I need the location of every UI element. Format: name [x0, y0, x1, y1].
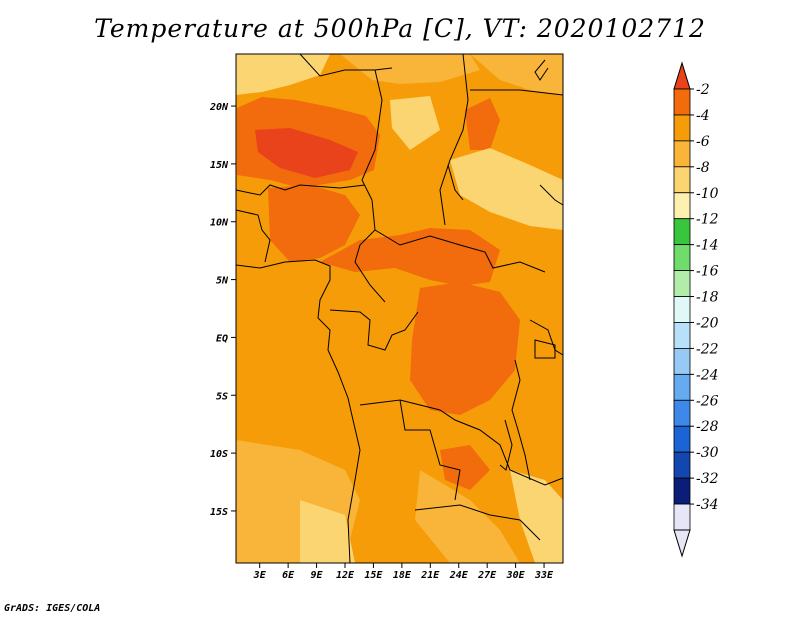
lon-tick-label: 30E: [506, 570, 526, 581]
lon-tick-label: 3E: [253, 570, 267, 581]
lon-tick-label: 9E: [311, 570, 324, 581]
colorbar-label: -2: [696, 82, 710, 98]
colorbar-label: -24: [696, 367, 719, 383]
coastlines-and-borders: [235, 53, 564, 564]
colorbar-segment: [673, 399, 691, 427]
lat-tick-label: 5N: [216, 276, 229, 287]
latitude-labels: 20N 15N 10N 5N EQ 5S 10S 15S: [209, 102, 236, 518]
lat-tick-label: 20N: [209, 102, 229, 113]
colorbar-segment: [673, 192, 691, 220]
cool-field-patches: [236, 54, 563, 563]
lat-tick-label: 10N: [210, 218, 229, 229]
lon-tick-label: 27E: [477, 570, 497, 581]
lon-tick-label: 18E: [393, 570, 412, 581]
colorbar-segment: [673, 425, 691, 453]
lat-tick-label: 10S: [210, 449, 228, 460]
colorbar-segment: [673, 244, 691, 271]
colorbar-bottom-arrow: [673, 529, 691, 558]
colorbar-segment: [673, 477, 691, 505]
colorbar-segment: [673, 322, 691, 349]
colorbar-label: -12: [696, 212, 719, 228]
colorbar-segment: [673, 348, 691, 375]
colorbar-segment: [673, 218, 691, 246]
map-border: [235, 53, 564, 564]
colorbar-label: -18: [696, 290, 719, 306]
lat-tick-label: 15N: [210, 160, 229, 171]
colorbar-segment: [673, 270, 691, 297]
lon-tick-label: 33E: [534, 570, 554, 581]
lon-tick-label: 24E: [449, 570, 469, 581]
colorbar-label: -8: [696, 160, 710, 176]
colorbar-label: -26: [696, 393, 719, 409]
colorbar-label: -6: [696, 134, 710, 150]
longitude-labels: 3E 6E 9E 12E 15E 18E 21E 24E 27E 30E 33E: [253, 563, 554, 581]
colorbar-label: -16: [696, 264, 719, 280]
colorbar-segment: [673, 114, 691, 142]
map-frame: [235, 53, 564, 564]
credit-text: GrADS: IGES/COLA: [4, 603, 101, 614]
colorbar-label: -4: [696, 108, 710, 124]
colorbar-segment: [673, 140, 691, 168]
lon-tick-label: 15E: [364, 570, 383, 581]
lon-tick-label: 6E: [282, 570, 295, 581]
lat-tick-label: 15S: [210, 507, 228, 518]
colorbar: -2 -4 -6 -8 -10 -12 -14 -16 -18 -20 -22 -24 -26 -28 -3…: [673, 61, 719, 558]
lon-tick-label: 21E: [420, 570, 440, 581]
lon-tick-label: 12E: [336, 570, 355, 581]
map-title: Temperature at 500hPa [C], VT: 202010271…: [94, 14, 706, 43]
colorbar-segment: [673, 88, 691, 116]
colorbar-label: -22: [696, 341, 719, 357]
colorbar-segment: [673, 451, 691, 479]
colorbar-label: -10: [696, 186, 719, 202]
colorbar-label: -32: [696, 471, 719, 487]
lat-tick-label: 5S: [216, 391, 228, 402]
colorbar-segment: [673, 503, 691, 531]
colorbar-label: -34: [696, 497, 719, 513]
colorbar-label: -14: [696, 238, 719, 254]
colorbar-segment: [673, 166, 691, 194]
colorbar-segment: [673, 296, 691, 323]
colorbar-segment: [673, 373, 691, 401]
lat-tick-label: EQ: [216, 333, 228, 344]
colorbar-label: -20: [696, 315, 719, 331]
colorbar-top-arrow: [673, 61, 691, 90]
colorbar-label: -30: [696, 445, 719, 461]
colorbar-label: -28: [696, 419, 719, 435]
warm-field-patches: [237, 97, 520, 490]
